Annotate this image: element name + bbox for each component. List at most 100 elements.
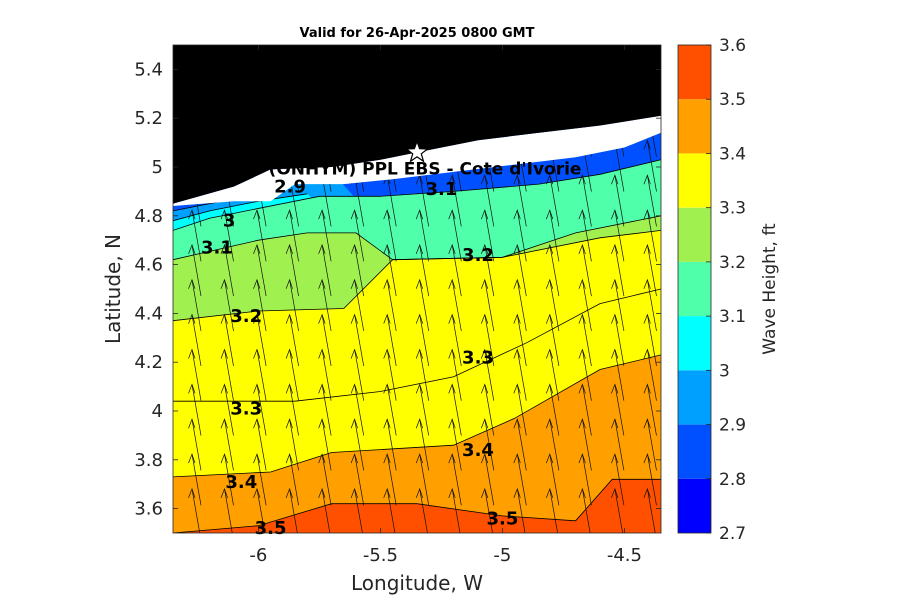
wave-arrow: [513, 348, 527, 401]
wave-arrow: [448, 487, 461, 533]
wave-arrow: [480, 313, 495, 366]
contour-line-3.5: [173, 478, 661, 533]
wave-arrow: [383, 348, 397, 401]
wave-arrow: [350, 209, 365, 262]
wave-arrow: [383, 209, 397, 262]
colorbar-segment: [678, 207, 711, 262]
wave-arrow: [643, 243, 657, 297]
wave-arrow: [578, 209, 592, 262]
wave-arrow: [383, 418, 397, 471]
colorbar-frame: [677, 44, 712, 534]
contour-label: 3.2: [462, 245, 494, 266]
wave-arrow: [643, 348, 657, 401]
wave-arrow: [285, 313, 299, 366]
contour-line-3.3: [173, 230, 661, 322]
contour-line-3.3: [173, 288, 661, 402]
wave-arrow: [318, 209, 332, 262]
wave-arrow: [578, 174, 592, 227]
wave-arrow: [318, 243, 332, 297]
land-area: [173, 45, 661, 204]
wave-arrow: [480, 278, 495, 332]
wave-arrow: [545, 278, 560, 332]
wave-arrow: [188, 453, 202, 506]
wave-arrow: [188, 487, 201, 533]
wave-arrow: [188, 313, 202, 366]
wave-arrow: [318, 453, 332, 506]
wave-arrow: [611, 278, 625, 332]
wave-arrow: [253, 453, 267, 506]
wave-arrow: [415, 383, 430, 436]
wave-arrow: [415, 487, 428, 533]
wave-arrow: [318, 383, 332, 436]
x-tick-label: -6: [249, 545, 267, 566]
colorbar-segment: [678, 370, 711, 425]
wave-arrow: [253, 348, 267, 401]
wave-arrow: [545, 243, 560, 297]
wave-arrow: [611, 418, 625, 471]
colorbar: 2.7 2.8 2.9 3 3.1 3.2 3.3 3.4 3.5 3.6: [677, 36, 746, 544]
colorbar-label: Wave Height, ft: [760, 223, 780, 355]
colorbar-tick-label: 3.1: [719, 307, 746, 327]
wave-arrow: [383, 453, 397, 506]
wave-arrow: [383, 383, 397, 436]
wave-arrow: [578, 487, 591, 533]
contour-label: 3.5: [255, 518, 287, 539]
contour-line-3: [173, 193, 308, 222]
wave-arrow: [611, 174, 625, 227]
colorbar-tick-label: 3.3: [719, 199, 746, 219]
y-axis: 3.6 3.8 4 4.2 4.4 4.6 4.8 5 5.2 5.4: [134, 59, 661, 520]
wave-arrow: [415, 278, 430, 332]
wave-arrow: [643, 313, 657, 366]
wave-arrow: [545, 418, 560, 471]
y-tick-label: 3.6: [134, 499, 163, 520]
wave-arrow: [611, 348, 625, 401]
wave-arrow: [448, 278, 462, 332]
station-label: (ONHYM) PPL EBS - Cote d'Ivorie: [269, 159, 582, 179]
wave-arrow: [480, 487, 493, 533]
wave-arrow: [188, 383, 202, 436]
wave-arrow: [513, 209, 527, 262]
wave-arrow: [188, 209, 202, 262]
x-tick-label: -5: [493, 545, 511, 566]
wave-arrow: [318, 348, 332, 401]
contour-label: 3.3: [462, 347, 494, 368]
wave-arrow: [513, 278, 527, 332]
wave-arrow: [285, 487, 298, 533]
station-marker: [404, 139, 430, 163]
wave-arrow: [383, 487, 396, 533]
colorbar-segment: [678, 316, 711, 371]
wave-arrow: [220, 278, 234, 332]
contour-label: 3.2: [230, 306, 262, 327]
wave-arrow: [253, 278, 267, 332]
wave-arrow: [545, 348, 560, 401]
y-tick-label: 5: [152, 157, 163, 178]
colorbar-segment: [678, 153, 711, 208]
wave-arrow: [415, 209, 430, 262]
wave-arrow: [285, 243, 299, 297]
wave-arrow: [383, 243, 397, 297]
contour-label: 3.4: [225, 472, 257, 493]
colorbar-tick-label: 2.9: [719, 416, 746, 436]
wave-arrow: [350, 418, 365, 471]
wave-arrow: [545, 453, 560, 506]
contour-line-3.4: [173, 354, 661, 478]
wave-arrow: [220, 313, 234, 366]
wave-arrow: [578, 418, 592, 471]
wave-arrow: [611, 313, 625, 366]
wave-arrow: [220, 383, 234, 436]
wave-arrow: [220, 418, 234, 471]
contour-label: 2.9: [274, 177, 306, 198]
y-tick-label: 5.4: [134, 59, 163, 80]
wave-arrow: [220, 487, 233, 533]
wave-arrow: [611, 383, 625, 436]
wave-arrow: [643, 209, 657, 262]
colorbar-tick-label: 2.7: [719, 524, 746, 544]
wave-arrow: [415, 418, 430, 471]
wave-arrow: [480, 453, 495, 506]
plot-area: 2.9 3 3.1 3.1 3.2 3.2 3.3 3.3 3.4 3.4 3.5 3.5 (ONHYM…: [134, 44, 662, 566]
wave-arrow: [253, 383, 267, 436]
wave-arrow: [611, 209, 625, 262]
wave-arrow: [415, 453, 430, 506]
wave-arrow: [643, 278, 657, 332]
